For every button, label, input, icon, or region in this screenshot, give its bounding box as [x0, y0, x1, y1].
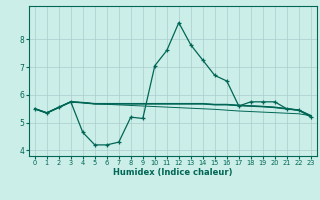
X-axis label: Humidex (Indice chaleur): Humidex (Indice chaleur) — [113, 168, 233, 177]
